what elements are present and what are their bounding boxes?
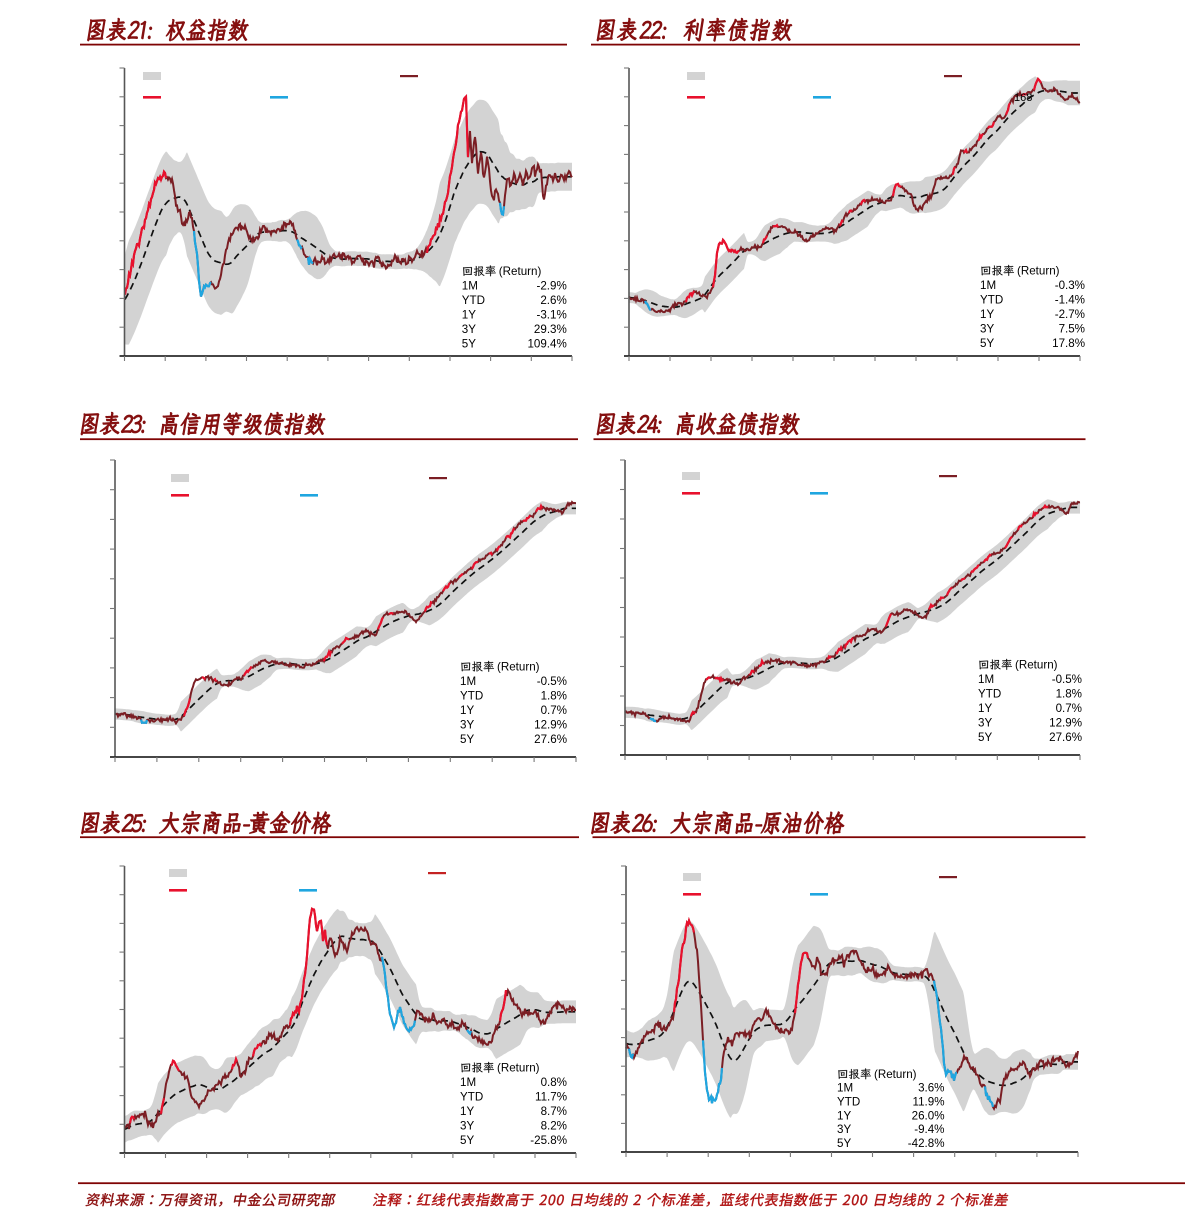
svg-text:1M: 1M bbox=[462, 279, 478, 292]
svg-text:(Return): (Return) bbox=[1017, 265, 1060, 278]
svg-text:3Y: 3Y bbox=[460, 719, 474, 732]
svg-text:1.8%: 1.8% bbox=[1056, 687, 1082, 700]
svg-text:5Y: 5Y bbox=[837, 1137, 851, 1150]
svg-text:1Y: 1Y bbox=[837, 1109, 851, 1122]
svg-text:1M: 1M bbox=[978, 673, 994, 686]
svg-text:(Return): (Return) bbox=[497, 661, 540, 674]
svg-text:(Return): (Return) bbox=[1015, 659, 1058, 672]
svg-text:1Y: 1Y bbox=[978, 702, 992, 715]
svg-text:2.6%: 2.6% bbox=[540, 294, 566, 307]
svg-text:YTD: YTD bbox=[980, 293, 1003, 306]
svg-text:-1.4%: -1.4% bbox=[1055, 293, 1085, 306]
svg-text:1.8%: 1.8% bbox=[541, 689, 567, 702]
svg-text:(Return): (Return) bbox=[499, 265, 542, 278]
svg-text:11.9%: 11.9% bbox=[912, 1095, 944, 1108]
svg-text:0.7%: 0.7% bbox=[541, 704, 567, 717]
svg-text:-0.5%: -0.5% bbox=[537, 675, 567, 688]
svg-text:3Y: 3Y bbox=[460, 1120, 474, 1133]
svg-text:YTD: YTD bbox=[837, 1095, 860, 1108]
svg-text:-3.1%: -3.1% bbox=[537, 309, 567, 322]
svg-text:-2.7%: -2.7% bbox=[1055, 308, 1085, 321]
svg-text:0.8%: 0.8% bbox=[541, 1076, 567, 1089]
svg-text:3Y: 3Y bbox=[837, 1123, 851, 1136]
svg-text:5Y: 5Y bbox=[980, 337, 994, 350]
svg-text:1Y: 1Y bbox=[460, 704, 474, 717]
svg-text:168: 168 bbox=[1014, 92, 1032, 104]
svg-text:1Y: 1Y bbox=[462, 309, 476, 322]
svg-text:7.5%: 7.5% bbox=[1059, 323, 1085, 336]
svg-text:-0.5%: -0.5% bbox=[1052, 673, 1082, 686]
svg-text:YTD: YTD bbox=[978, 687, 1001, 700]
svg-text:1M: 1M bbox=[980, 279, 996, 292]
svg-text:(Return): (Return) bbox=[874, 1068, 917, 1081]
svg-text:-2.9%: -2.9% bbox=[537, 279, 567, 292]
svg-text:27.6%: 27.6% bbox=[1049, 731, 1082, 744]
svg-text:YTD: YTD bbox=[460, 689, 483, 702]
svg-text:5Y: 5Y bbox=[978, 731, 992, 744]
svg-text:1M: 1M bbox=[837, 1082, 853, 1095]
svg-text:1M: 1M bbox=[460, 1076, 476, 1089]
svg-text:YTD: YTD bbox=[460, 1090, 483, 1103]
svg-text:109.4%: 109.4% bbox=[527, 338, 566, 351]
svg-text:17.8%: 17.8% bbox=[1052, 337, 1085, 350]
svg-text:0.7%: 0.7% bbox=[1056, 702, 1082, 715]
svg-text:3Y: 3Y bbox=[978, 717, 992, 730]
svg-text:12.9%: 12.9% bbox=[1049, 717, 1082, 730]
svg-text:3.6%: 3.6% bbox=[918, 1082, 944, 1095]
svg-text:-9.4%: -9.4% bbox=[914, 1123, 944, 1136]
svg-text:5Y: 5Y bbox=[460, 1134, 474, 1147]
svg-text:26.0%: 26.0% bbox=[912, 1109, 945, 1122]
svg-text:3Y: 3Y bbox=[980, 323, 994, 336]
svg-text:27.6%: 27.6% bbox=[534, 733, 567, 746]
svg-text:YTD: YTD bbox=[462, 294, 485, 307]
svg-text:8.2%: 8.2% bbox=[541, 1120, 567, 1133]
svg-text:5Y: 5Y bbox=[462, 338, 476, 351]
svg-text:1Y: 1Y bbox=[980, 308, 994, 321]
svg-text:8.7%: 8.7% bbox=[541, 1105, 567, 1118]
svg-text:12.9%: 12.9% bbox=[534, 719, 567, 732]
svg-text:1M: 1M bbox=[460, 675, 476, 688]
svg-text:-0.3%: -0.3% bbox=[1055, 279, 1085, 292]
svg-text:-42.8%: -42.8% bbox=[908, 1137, 945, 1150]
svg-text:-25.8%: -25.8% bbox=[530, 1134, 567, 1147]
svg-text:1Y: 1Y bbox=[460, 1105, 474, 1118]
svg-text:11.7%: 11.7% bbox=[535, 1090, 567, 1103]
svg-text:5Y: 5Y bbox=[460, 733, 474, 746]
svg-text:(Return): (Return) bbox=[497, 1062, 540, 1075]
svg-text:29.3%: 29.3% bbox=[534, 323, 567, 336]
svg-text:3Y: 3Y bbox=[462, 323, 476, 336]
